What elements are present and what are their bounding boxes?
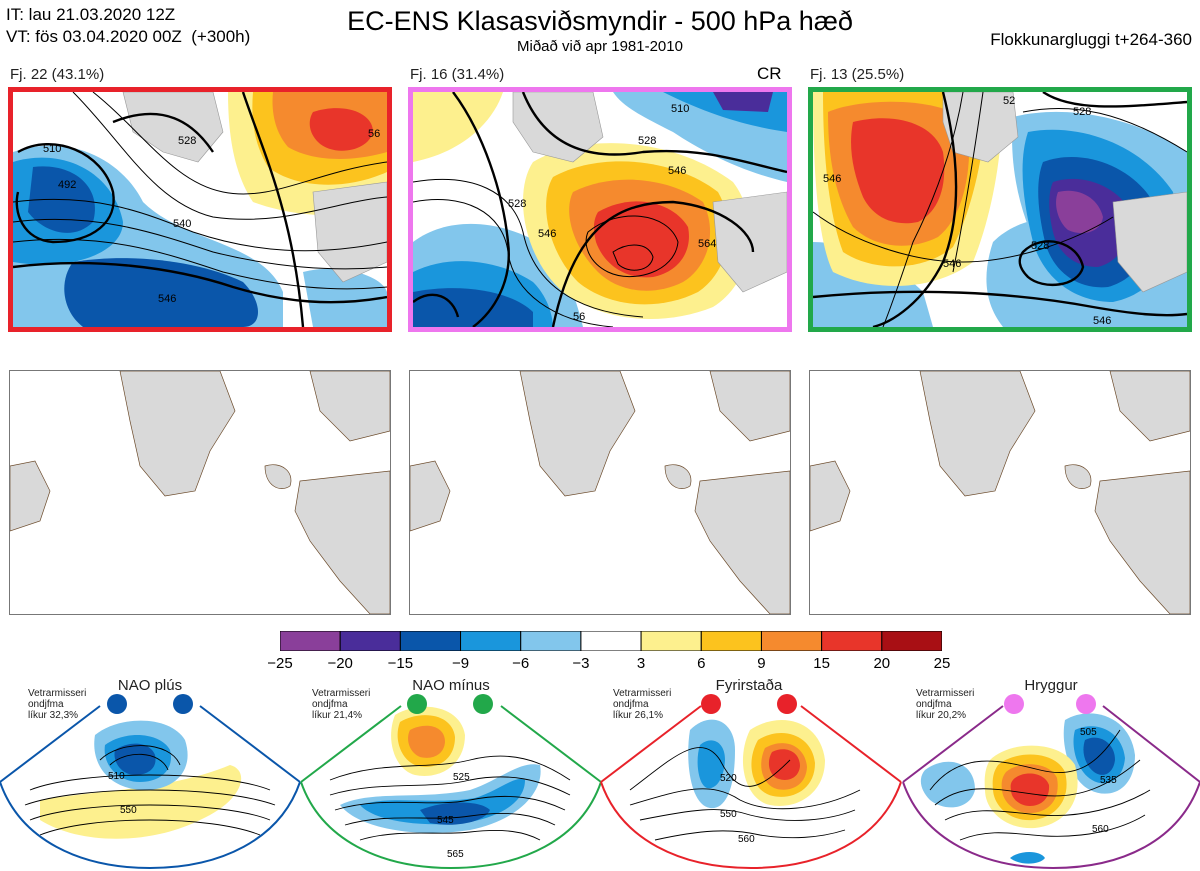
regime-4-marker bbox=[1004, 694, 1024, 714]
cluster-1-map: 510 492 528 546 540 56 bbox=[8, 87, 392, 332]
valid-time: VT: fös 03.04.2020 00Z (+300h) bbox=[6, 27, 251, 46]
colorbar-tick-label: −15 bbox=[387, 655, 414, 672]
contour-label: 540 bbox=[173, 218, 191, 230]
regime-3-title: Fyrirstaða bbox=[715, 677, 783, 694]
colorbar-swatch bbox=[700, 630, 762, 652]
regime-1-marker bbox=[173, 694, 193, 714]
contour-label: 525 bbox=[453, 772, 470, 783]
contour-label: 535 bbox=[1100, 775, 1117, 786]
base-map-1 bbox=[9, 370, 391, 615]
colorbar-swatch bbox=[520, 630, 582, 652]
colorbar-tick-label: 20 bbox=[873, 655, 891, 672]
land-outline bbox=[10, 371, 390, 614]
contour-label: 520 bbox=[720, 773, 737, 784]
contour-label: 565 bbox=[447, 849, 464, 860]
colorbar-labels: −25 −20 −15 −9 −6 −3 3 6 9 15 20 25 bbox=[267, 655, 950, 675]
contour-label: 492 bbox=[58, 179, 76, 191]
colorbar-swatch bbox=[881, 630, 943, 652]
contour-label: 550 bbox=[120, 805, 137, 816]
regime-1-marker bbox=[107, 694, 127, 714]
contour-label: 56 bbox=[368, 128, 380, 140]
page-subtitle: Miðað við apr 1981-2010 bbox=[517, 38, 683, 55]
colorbar-tick-label: 15 bbox=[813, 655, 830, 672]
cluster-2-field: 528 546 528 546 564 56 510 bbox=[413, 92, 787, 327]
land-outline bbox=[810, 371, 1190, 614]
cluster-1-label: Fj. 22 (43.1%) bbox=[10, 66, 105, 83]
contour-label: 546 bbox=[943, 258, 961, 270]
contour-label: 546 bbox=[1093, 315, 1111, 327]
regime-2-title: NAO mínus bbox=[412, 677, 490, 694]
regime-4-info: Vetrarmisseri ondjfma líkur 20,2% bbox=[916, 688, 975, 721]
colorbar-tick-label: 25 bbox=[933, 655, 951, 672]
contour-label: 546 bbox=[538, 228, 556, 240]
contour-label: 510 bbox=[43, 143, 61, 155]
colorbar bbox=[279, 630, 943, 652]
base-map-2 bbox=[409, 370, 791, 615]
cluster-2-map: 528 546 528 546 564 56 510 bbox=[408, 87, 792, 332]
contour-label: 560 bbox=[1092, 824, 1109, 835]
colorbar-swatches bbox=[279, 630, 943, 652]
control-run-tag: CR bbox=[757, 64, 782, 83]
contour-label: 528 bbox=[1073, 106, 1091, 118]
contour-label: 52 bbox=[1003, 95, 1015, 107]
regime-2-marker bbox=[473, 694, 493, 714]
cluster-3-label: Fj. 13 (25.5%) bbox=[810, 66, 905, 83]
regime-4-marker bbox=[1076, 694, 1096, 714]
regime-1-map: 510 550 bbox=[0, 694, 301, 870]
regime-1-title: NAO plús bbox=[117, 677, 183, 694]
contour-label: 564 bbox=[698, 238, 716, 250]
colorbar-swatch bbox=[460, 630, 522, 652]
contour-label: 560 bbox=[738, 834, 755, 845]
contour-label: 546 bbox=[668, 165, 686, 177]
colorbar-tick-label: −20 bbox=[327, 655, 353, 672]
cluster-1-field: 510 492 528 546 540 56 bbox=[13, 92, 387, 327]
regime-3-marker bbox=[777, 694, 797, 714]
contour-label: 528 bbox=[1031, 240, 1049, 252]
init-time: IT: lau 21.03.2020 12Z bbox=[6, 5, 176, 24]
contour-label: 510 bbox=[108, 771, 125, 782]
contour-label: 528 bbox=[178, 135, 196, 147]
colorbar-tick-label: −9 bbox=[451, 655, 470, 672]
colorbar-tick-label: −3 bbox=[572, 655, 590, 672]
regime-2-info: Vetrarmisseri ondjfma líkur 21,4% bbox=[312, 688, 371, 721]
colorbar-swatch bbox=[279, 630, 341, 652]
regime-4-map: 505 535 560 bbox=[902, 694, 1200, 870]
colorbar-tick-label: −6 bbox=[512, 655, 530, 672]
regime-4-title: Hryggur bbox=[1024, 677, 1078, 694]
contour-label: 546 bbox=[823, 173, 841, 185]
regime-3-marker bbox=[701, 694, 721, 714]
colorbar-swatch bbox=[821, 630, 883, 652]
colorbar-swatch bbox=[760, 630, 823, 652]
regime-3-map: 520 550 560 bbox=[600, 694, 902, 870]
cluster-3-map: 528 546 546 528 546 52 bbox=[808, 87, 1192, 332]
colorbar-swatch bbox=[399, 630, 462, 652]
cluster-window: Flokkunargluggi t+264-360 bbox=[990, 30, 1192, 49]
colorbar-tick-label: 9 bbox=[757, 655, 766, 672]
regime-3-info: Vetrarmisseri ondjfma líkur 26,1% bbox=[613, 688, 672, 721]
page-title: EC-ENS Klasasviðsmyndir - 500 hPa hæð bbox=[347, 6, 853, 36]
colorbar-tick-label: 3 bbox=[636, 655, 646, 672]
contour-label: 550 bbox=[720, 809, 737, 820]
base-map-3 bbox=[809, 370, 1191, 615]
colorbar-swatch bbox=[580, 630, 642, 652]
colorbar-swatch bbox=[339, 630, 401, 652]
contour-label: 56 bbox=[573, 311, 585, 323]
regime-2-map: 525 545 565 bbox=[300, 694, 602, 870]
contour-label: 528 bbox=[638, 135, 656, 147]
cluster-2-label: Fj. 16 (31.4%) bbox=[410, 66, 505, 83]
colorbar-tick-label: −25 bbox=[267, 655, 293, 672]
colorbar-swatch bbox=[640, 630, 702, 652]
land-outline bbox=[410, 371, 790, 614]
colorbar-tick-label: 6 bbox=[697, 655, 706, 672]
cluster-3-field: 528 546 546 528 546 52 bbox=[813, 92, 1187, 327]
header-info: IT: lau 21.03.2020 12Z VT: fös 03.04.2020… bbox=[6, 4, 250, 48]
regime-maps: 510 550 525 545 565 bbox=[0, 694, 1200, 870]
regime-2-marker bbox=[407, 694, 427, 714]
contour-label: 545 bbox=[437, 815, 454, 826]
regime-1-info: Vetrarmisseri ondjfma líkur 32,3% bbox=[28, 688, 87, 721]
contour-label: 510 bbox=[671, 103, 689, 115]
contour-label: 528 bbox=[508, 198, 526, 210]
contour-label: 546 bbox=[158, 293, 176, 305]
contour-label: 505 bbox=[1080, 727, 1097, 738]
